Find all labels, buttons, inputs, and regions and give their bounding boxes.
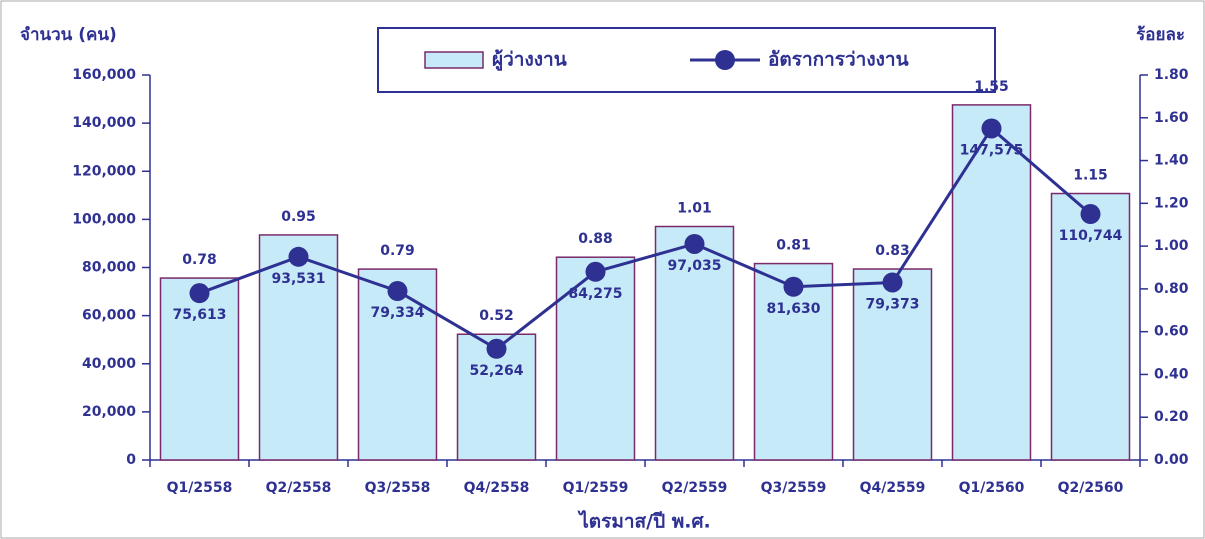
rate-point [387, 281, 408, 302]
rate-point [783, 276, 804, 297]
bar-value-label: 79,373 [865, 296, 919, 312]
y2-tick-label: 0.20 [1154, 409, 1189, 425]
rate-value-label: 0.83 [875, 243, 910, 259]
rate-value-label: 0.88 [578, 231, 613, 247]
bar [951, 104, 1032, 461]
bar [1050, 192, 1131, 461]
legend-marker [715, 50, 735, 70]
x-tick-label: Q1/2559 [563, 480, 629, 496]
y2-tick-label: 1.20 [1154, 195, 1189, 211]
x-axis-label: ไตรมาส/ปี พ.ศ. [577, 510, 711, 533]
x-tick-label: Q1/2558 [167, 480, 233, 496]
bar-value-label: 147,575 [960, 142, 1024, 158]
bar-value-label: 81,630 [766, 301, 820, 317]
y-tick-label: 120,000 [72, 163, 136, 179]
y-tick-label: 100,000 [72, 211, 136, 227]
bar-value-label: 110,744 [1059, 228, 1123, 244]
rate-value-label: 1.01 [677, 201, 712, 217]
rate-point [288, 246, 309, 267]
y-tick-label: 20,000 [82, 404, 136, 420]
bar [852, 268, 933, 461]
y-axis-label: จำนวน (คน) [20, 25, 117, 45]
x-tick-label: Q2/2558 [266, 480, 332, 496]
y2-tick-label: 0.80 [1154, 281, 1189, 297]
bar-value-label: 97,035 [667, 258, 721, 274]
bar-value-label: 52,264 [469, 363, 523, 379]
rate-value-label: 1.55 [974, 79, 1009, 95]
y-tick-label: 140,000 [72, 115, 136, 131]
bar [159, 277, 240, 461]
rate-point [1080, 204, 1101, 225]
rate-value-label: 0.78 [182, 252, 217, 268]
y-tick-label: 0 [126, 452, 136, 468]
y2-tick-label: 1.60 [1154, 110, 1189, 126]
x-tick-label: Q4/2558 [464, 480, 530, 496]
y2-tick-label: 0.40 [1154, 366, 1189, 382]
bar [654, 225, 735, 461]
x-tick-label: Q3/2559 [761, 480, 827, 496]
legend-label: อัตราการว่างงาน [768, 49, 909, 71]
rate-value-label: 0.81 [776, 238, 811, 254]
y-tick-label: 40,000 [82, 356, 136, 372]
rate-point [189, 283, 210, 304]
x-tick-label: Q3/2558 [365, 480, 431, 496]
legend-swatch [424, 51, 484, 69]
rate-value-label: 0.95 [281, 209, 316, 225]
y-tick-label: 160,000 [72, 67, 136, 83]
bar-value-label: 84,275 [568, 286, 622, 302]
y2-tick-label: 1.40 [1154, 153, 1189, 169]
rate-point [486, 338, 507, 359]
rate-point [981, 118, 1002, 139]
rate-value-label: 0.52 [479, 308, 514, 324]
x-tick-label: Q1/2560 [959, 480, 1025, 496]
legend-label: ผู้ว่างงาน [492, 49, 567, 72]
y-tick-label: 60,000 [82, 308, 136, 324]
rate-line [198, 126, 1092, 351]
x-tick-label: Q4/2559 [860, 480, 926, 496]
bar [258, 234, 339, 461]
y2-axis-label: ร้อยละ [1136, 25, 1185, 45]
y2-tick-label: 0.60 [1154, 324, 1189, 340]
bar-value-label: 79,334 [370, 305, 424, 321]
x-tick-label: Q2/2560 [1058, 480, 1124, 496]
rate-point [585, 261, 606, 282]
bar-value-label: 75,613 [172, 307, 226, 323]
rate-value-label: 0.79 [380, 243, 415, 259]
y-tick-label: 80,000 [82, 260, 136, 276]
rate-value-label: 1.15 [1073, 168, 1108, 184]
rate-point [684, 233, 705, 254]
bar-value-label: 93,531 [271, 271, 325, 287]
y2-tick-label: 1.00 [1154, 238, 1189, 254]
rate-point [882, 272, 903, 293]
x-tick-label: Q2/2559 [662, 480, 728, 496]
y2-tick-label: 0.00 [1154, 452, 1189, 468]
y2-tick-label: 1.80 [1154, 67, 1189, 83]
